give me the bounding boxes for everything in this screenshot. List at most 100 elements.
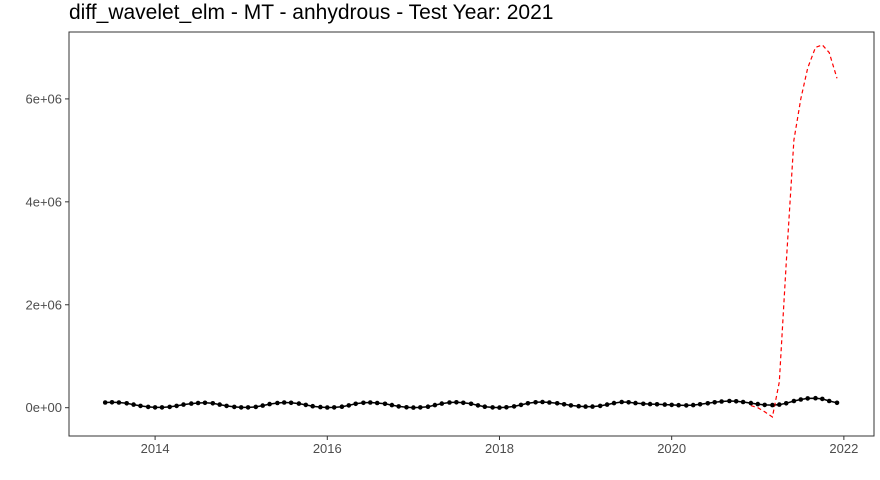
data-point xyxy=(611,400,617,406)
data-point xyxy=(733,399,739,404)
data-point xyxy=(518,402,524,408)
chart-title: diff_wavelet_elm - MT - anhydrous - Test… xyxy=(69,1,554,24)
data-point xyxy=(124,401,129,406)
data-point xyxy=(181,402,186,407)
data-point xyxy=(690,402,696,408)
data-point xyxy=(167,404,172,410)
data-point xyxy=(425,404,431,410)
data-point xyxy=(755,401,761,407)
data-point xyxy=(662,402,668,407)
data-point xyxy=(777,402,782,407)
data-point xyxy=(145,404,151,410)
data-point xyxy=(626,400,631,405)
data-point xyxy=(669,402,674,408)
x-tick-label: 2016 xyxy=(313,441,342,456)
data-point xyxy=(325,405,330,410)
data-point xyxy=(783,401,789,406)
data-point xyxy=(654,402,660,407)
data-point xyxy=(805,396,810,401)
data-point xyxy=(770,402,775,408)
data-point xyxy=(102,400,108,405)
y-tick-label: 2e+06 xyxy=(25,297,62,312)
data-point xyxy=(253,404,259,410)
data-point xyxy=(583,404,588,409)
data-point xyxy=(834,400,840,406)
data-point xyxy=(554,401,560,406)
data-point xyxy=(238,405,244,410)
data-point xyxy=(439,401,445,406)
data-point xyxy=(748,400,754,406)
data-point xyxy=(138,403,143,409)
x-tick-label: 2014 xyxy=(141,441,170,456)
series-layer xyxy=(102,44,840,419)
data-point xyxy=(260,403,266,408)
data-point xyxy=(382,401,388,407)
data-point xyxy=(740,399,746,405)
data-point xyxy=(791,398,797,404)
data-point xyxy=(540,399,545,405)
data-point xyxy=(368,400,373,405)
data-point xyxy=(210,401,216,406)
data-point xyxy=(597,403,603,409)
data-point xyxy=(189,401,194,406)
data-point xyxy=(353,401,359,407)
data-point xyxy=(762,402,767,408)
data-point xyxy=(468,401,474,407)
data-point xyxy=(275,400,280,406)
data-point xyxy=(619,399,624,405)
y-tick-label: 0e+00 xyxy=(25,400,62,415)
data-point xyxy=(641,401,646,407)
data-point xyxy=(224,403,229,409)
data-point xyxy=(245,405,251,410)
data-point xyxy=(303,402,309,408)
data-point xyxy=(604,402,610,407)
data-point xyxy=(109,400,115,405)
x-tick-label: 2022 xyxy=(829,441,858,456)
data-point xyxy=(396,404,402,409)
data-point xyxy=(288,400,294,406)
data-point xyxy=(475,403,481,408)
data-point xyxy=(418,405,423,410)
data-point xyxy=(497,405,502,410)
data-point xyxy=(684,403,689,408)
data-point xyxy=(511,404,517,409)
data-point xyxy=(727,398,732,404)
data-point xyxy=(576,403,581,409)
data-point xyxy=(461,400,466,406)
data-point xyxy=(361,400,366,406)
plot-panel-border xyxy=(68,31,875,437)
data-point xyxy=(174,403,179,409)
data-point xyxy=(389,402,395,408)
data-point xyxy=(152,405,158,410)
data-point xyxy=(404,405,409,410)
data-point xyxy=(346,403,352,408)
data-point xyxy=(676,402,681,408)
data-point xyxy=(432,402,438,408)
data-point xyxy=(820,396,825,402)
data-point xyxy=(281,400,287,405)
data-point xyxy=(159,405,165,410)
data-point xyxy=(561,402,567,407)
y-tick-label: 4e+06 xyxy=(25,194,62,209)
data-point xyxy=(131,402,136,407)
data-point xyxy=(232,404,237,410)
y-tick-label: 6e+06 xyxy=(25,91,62,106)
data-point xyxy=(568,403,574,408)
data-point xyxy=(590,404,595,409)
data-point xyxy=(490,405,495,410)
data-point xyxy=(195,400,201,406)
data-point xyxy=(533,400,538,405)
forecast-series-line xyxy=(750,44,838,419)
data-point xyxy=(374,400,380,406)
data-point xyxy=(331,405,337,410)
data-point xyxy=(719,399,724,404)
data-point xyxy=(647,401,653,407)
x-tick-label: 2020 xyxy=(657,441,686,456)
data-point xyxy=(202,400,208,406)
data-point xyxy=(217,402,222,407)
data-point xyxy=(267,401,272,407)
data-point xyxy=(697,402,703,407)
data-point xyxy=(116,400,122,405)
data-point xyxy=(798,397,804,402)
